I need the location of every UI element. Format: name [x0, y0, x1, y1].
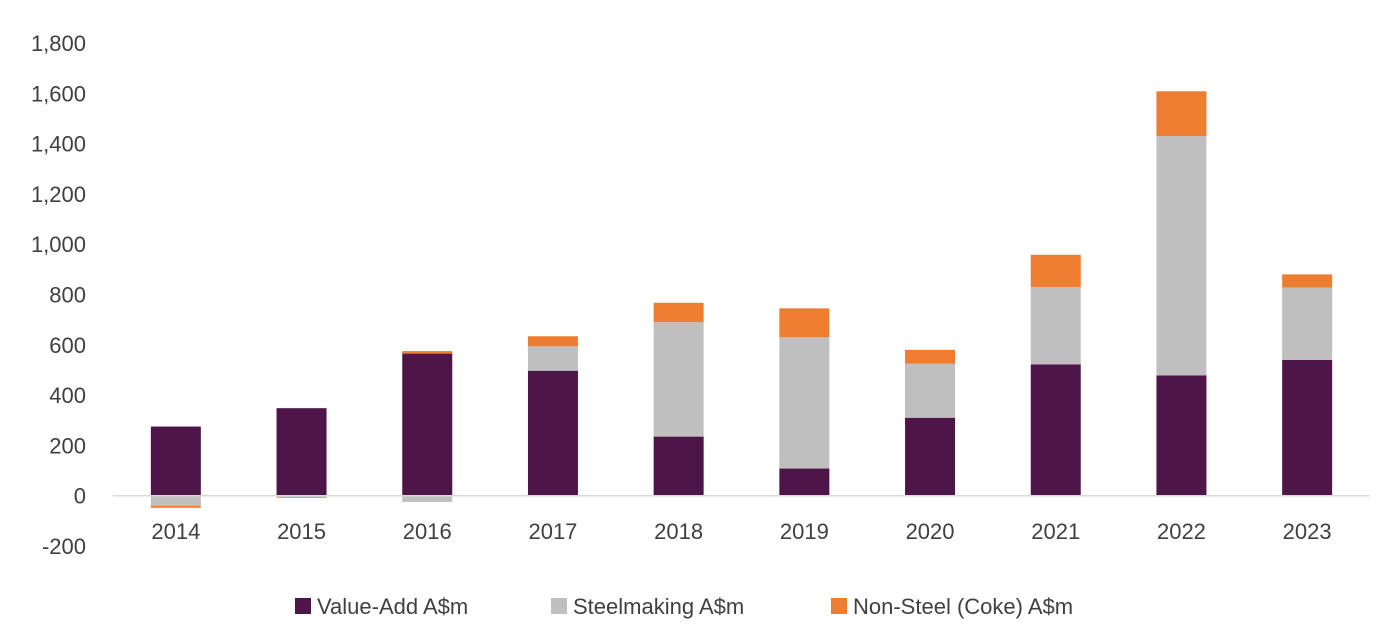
bar-2023-steelmaking-a-m	[1282, 287, 1333, 360]
legend-swatch	[831, 598, 847, 614]
y-tick-label: 1,400	[31, 132, 86, 157]
bar-2018-non-steel-coke-a-m	[653, 302, 704, 323]
legend-label: Value-Add A$m	[317, 594, 468, 619]
bar-2021-steelmaking-a-m	[1030, 286, 1081, 365]
x-tick-label: 2023	[1283, 519, 1332, 544]
legend-swatch	[295, 598, 311, 614]
x-tick-label: 2022	[1157, 519, 1206, 544]
y-tick-label: 0	[74, 484, 86, 509]
y-tick-label: 1,600	[31, 81, 86, 106]
y-tick-label: 600	[49, 333, 86, 358]
bar-2014-steelmaking-a-m	[150, 495, 201, 506]
bar-2019-steelmaking-a-m	[779, 337, 830, 469]
x-tick-label: 2018	[654, 519, 703, 544]
x-tick-label: 2014	[151, 519, 200, 544]
x-tick-label: 2016	[403, 519, 452, 544]
bar-2023-non-steel-coke-a-m	[1282, 274, 1333, 288]
x-tick-label: 2017	[528, 519, 577, 544]
y-axis: -200 0 200 400 600 800 1,000 1,200 1,400 1,600 1,8…	[31, 31, 86, 559]
bar-2022-value-add-a-m	[1156, 375, 1207, 496]
bar-2014-non-steel-coke-a-m	[150, 505, 201, 508]
bar-2016-non-steel-coke-a-m	[402, 351, 453, 354]
bar-2020-steelmaking-a-m	[905, 363, 956, 418]
x-axis: 2014 2015 2016 2017 2018 2019 2020 2021 2022 2023	[151, 519, 1331, 544]
y-tick-label: 800	[49, 283, 86, 308]
bar-2022-non-steel-coke-a-m	[1156, 91, 1207, 137]
bar-2019-value-add-a-m	[779, 468, 830, 496]
bar-2023-value-add-a-m	[1282, 359, 1333, 496]
legend-label: Steelmaking A$m	[573, 594, 744, 619]
y-tick-label: 1,800	[31, 31, 86, 56]
bar-2018-steelmaking-a-m	[653, 322, 704, 437]
bar-2015-non-steel-coke-a-m	[276, 496, 327, 498]
x-tick-label: 2019	[780, 519, 829, 544]
y-tick-label: -200	[42, 534, 86, 559]
y-tick-label: 1,200	[31, 182, 86, 207]
bar-2019-non-steel-coke-a-m	[779, 308, 830, 338]
x-tick-label: 2015	[277, 519, 326, 544]
bar-2017-steelmaking-a-m	[527, 346, 578, 371]
bar-2020-non-steel-coke-a-m	[905, 349, 956, 364]
bar-2015-value-add-a-m	[276, 408, 327, 496]
bar-2021-value-add-a-m	[1030, 364, 1081, 496]
x-tick-label: 2021	[1031, 519, 1080, 544]
legend-label: Non-Steel (Coke) A$m	[853, 594, 1073, 619]
bar-2017-non-steel-coke-a-m	[527, 336, 578, 347]
y-tick-label: 400	[49, 383, 86, 408]
bar-2016-steelmaking-a-m	[402, 495, 453, 502]
y-tick-label: 200	[49, 433, 86, 458]
legend-swatch	[551, 598, 567, 614]
legend: Value-Add A$m Steelmaking A$m Non-Steel (C…	[295, 594, 1073, 619]
bar-2017-value-add-a-m	[527, 370, 578, 496]
bar-2016-value-add-a-m	[402, 353, 453, 496]
x-tick-label: 2020	[906, 519, 955, 544]
y-tick-label: 1,000	[31, 232, 86, 257]
bar-2014-value-add-a-m	[150, 426, 201, 496]
bar-2022-steelmaking-a-m	[1156, 136, 1207, 376]
bar-2021-non-steel-coke-a-m	[1030, 254, 1081, 287]
bar-2020-value-add-a-m	[905, 417, 956, 496]
bar-2018-value-add-a-m	[653, 436, 704, 496]
bars	[150, 91, 1333, 508]
